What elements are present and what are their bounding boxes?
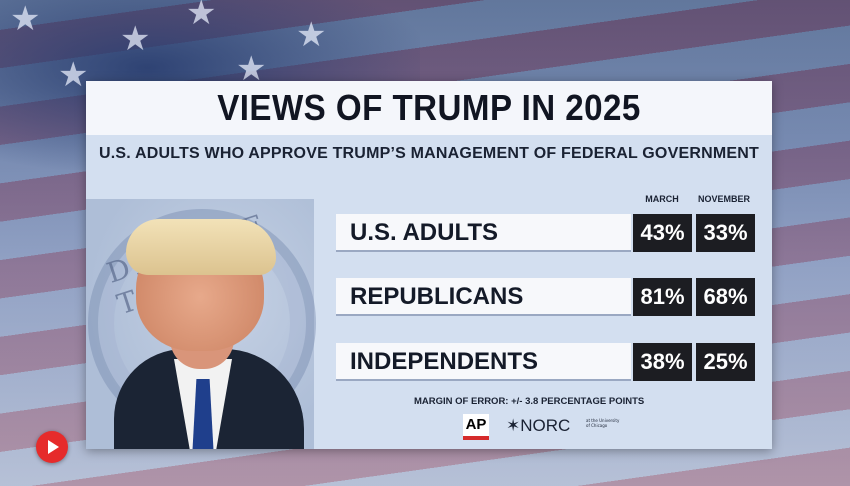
column-header-november: NOVEMBER bbox=[697, 194, 750, 204]
row-label: INDEPENDENTS bbox=[336, 343, 631, 381]
margin-of-error: MARGIN OF ERROR: +/- 3.8 PERCENTAGE POIN… bbox=[414, 396, 645, 407]
column-header-march: MARCH bbox=[645, 194, 679, 204]
star-icon: ★ bbox=[296, 15, 327, 55]
star-icon: ★ bbox=[58, 55, 89, 95]
value-cell-march: 81% bbox=[633, 278, 692, 316]
star-icon: ★ bbox=[186, 0, 217, 33]
row-label: REPUBLICANS bbox=[336, 278, 631, 316]
row-label: U.S. ADULTS bbox=[336, 214, 631, 252]
star-icon: ★ bbox=[10, 0, 41, 39]
ap-logo: AP bbox=[463, 414, 489, 440]
poll-graphic: VIEWS OF TRUMP IN 2025 U.S. ADULTS WHO A… bbox=[86, 81, 772, 449]
title-bar: VIEWS OF TRUMP IN 2025 bbox=[86, 81, 772, 135]
star-icon: ★ bbox=[120, 19, 151, 59]
graphic-title: VIEWS OF TRUMP IN 2025 bbox=[217, 87, 641, 128]
play-icon[interactable] bbox=[36, 431, 68, 463]
star-icon: ★ bbox=[236, 49, 267, 89]
value-cell-november: 33% bbox=[696, 214, 755, 252]
norc-logo: ✶NORC bbox=[506, 416, 571, 435]
graphic-subtitle: U.S. ADULTS WHO APPROVE TRUMP’S MANAGEME… bbox=[99, 145, 759, 162]
value-cell-march: 43% bbox=[633, 214, 692, 252]
portrait-photo: DENT OF THE bbox=[86, 199, 316, 449]
value-cell-march: 38% bbox=[633, 343, 692, 381]
norc-logo-subtext: at the University of Chicago bbox=[586, 418, 620, 428]
value-cell-november: 25% bbox=[696, 343, 755, 381]
value-cell-november: 68% bbox=[696, 278, 755, 316]
